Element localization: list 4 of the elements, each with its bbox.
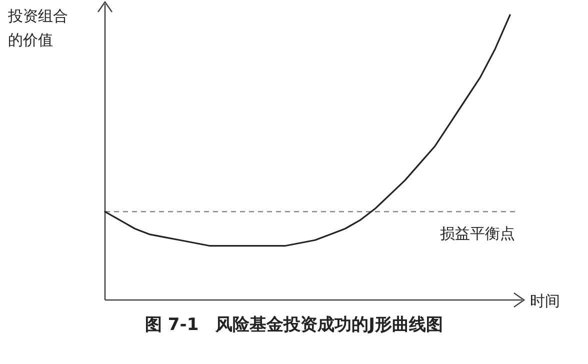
ref-line-label: 损益平衡点: [440, 224, 515, 243]
x-axis-title: 时间: [530, 292, 560, 310]
text: 图 7-1 风险基金投资成功的J形曲线图: [145, 315, 443, 335]
y-axis-title: 投资组合的价值: [8, 6, 69, 51]
